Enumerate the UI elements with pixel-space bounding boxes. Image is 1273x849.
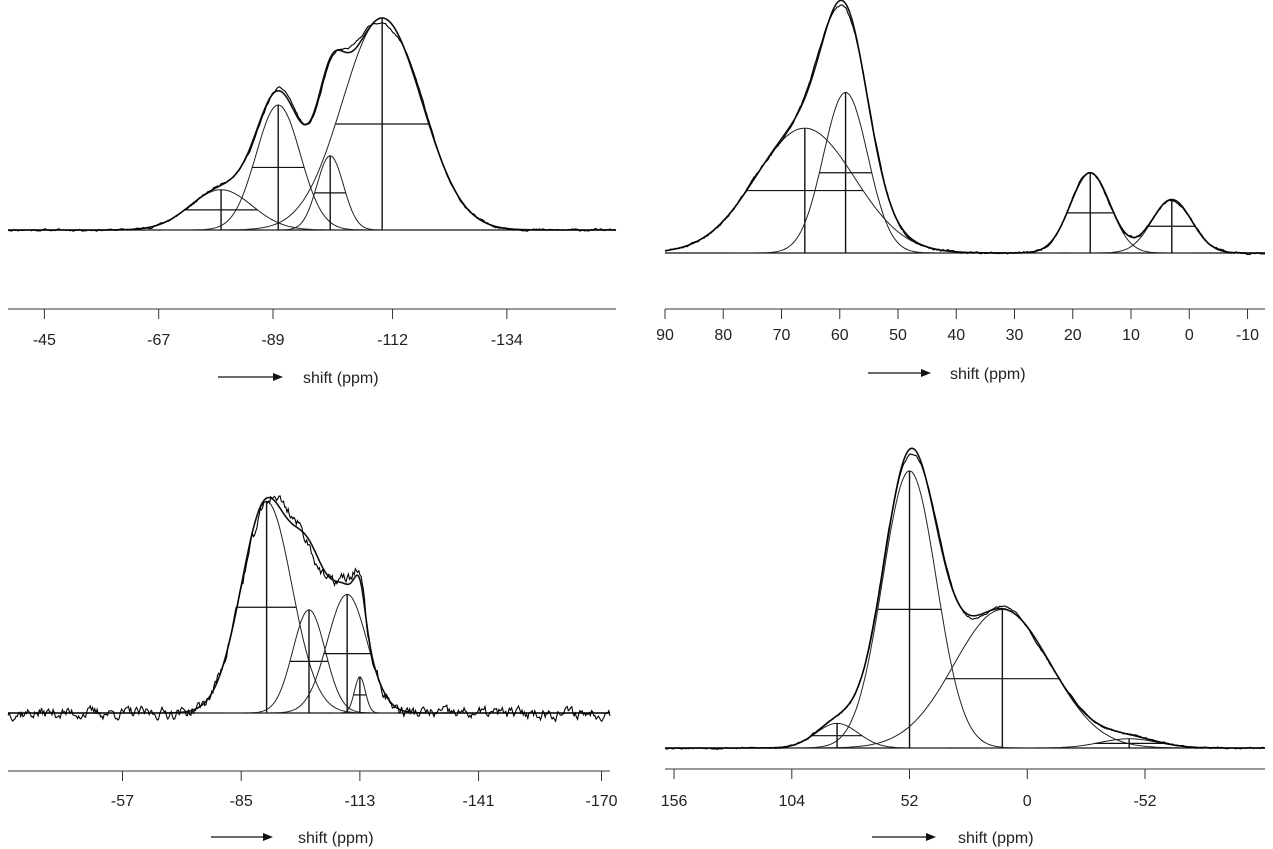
- x-axis-label: shift (ppm): [303, 370, 379, 387]
- x-tick-label: 70: [773, 327, 791, 344]
- x-axis-label: shift (ppm): [958, 830, 1034, 847]
- x-tick-label: -57: [111, 793, 134, 810]
- x-tick-label: -10: [1236, 327, 1259, 344]
- x-axis-label: shift (ppm): [298, 830, 374, 847]
- fit-envelope: [664, 0, 1265, 254]
- x-tick-label: -112: [377, 332, 408, 349]
- x-tick-label: 156: [661, 793, 688, 810]
- panel-top-left: -45 -67 -89 -112 -134 shift (ppm): [7, 17, 617, 387]
- fit-component-2: [730, 91, 961, 254]
- x-tick-label: 20: [1064, 327, 1082, 344]
- x-tick-label: 80: [714, 327, 732, 344]
- experimental-spectrum: [664, 453, 1266, 750]
- fit-envelope: [8, 17, 616, 231]
- x-tick-label: 90: [656, 327, 674, 344]
- x-tick-label: 0: [1185, 327, 1194, 344]
- x-axis-label: shift (ppm): [950, 366, 1026, 383]
- fit-envelope: [665, 447, 1265, 749]
- x-tick-label: 40: [947, 327, 965, 344]
- x-tick-label: -52: [1133, 793, 1156, 810]
- x-tick-label: -89: [261, 332, 284, 349]
- arrow-right-icon: [926, 833, 936, 841]
- x-tick-label: 50: [889, 327, 907, 344]
- experimental-spectrum: [664, 4, 1266, 256]
- x-tick-label: -113: [344, 793, 375, 810]
- arrow-right-icon: [263, 833, 273, 841]
- x-tick-label: -141: [463, 793, 495, 810]
- x-tick-label: 52: [901, 793, 919, 810]
- panel-bottom-right: 156 104 52 0 -52 shift (ppm): [661, 447, 1266, 847]
- x-tick-label: 0: [1023, 793, 1032, 810]
- x-tick-label: -45: [33, 332, 56, 349]
- arrow-right-icon: [921, 369, 931, 377]
- x-tick-label: 10: [1122, 327, 1140, 344]
- x-tick-label: -85: [230, 793, 253, 810]
- panel-top-right: 90 80 70 60 50 40 30 20 10 0 -10 shift (ppm): [656, 0, 1266, 383]
- x-tick-label: 60: [831, 327, 849, 344]
- panel-bottom-left: -57 -85 -113 -141 -170 shift (ppm): [7, 495, 618, 847]
- x-tick-label: -170: [586, 793, 618, 810]
- experimental-spectrum: [7, 495, 611, 723]
- experimental-spectrum: [7, 22, 617, 232]
- x-tick-label: 30: [1006, 327, 1024, 344]
- x-tick-label: -134: [491, 332, 523, 349]
- x-tick-label: 104: [778, 793, 805, 810]
- arrow-right-icon: [273, 373, 283, 381]
- x-tick-label: -67: [147, 332, 170, 349]
